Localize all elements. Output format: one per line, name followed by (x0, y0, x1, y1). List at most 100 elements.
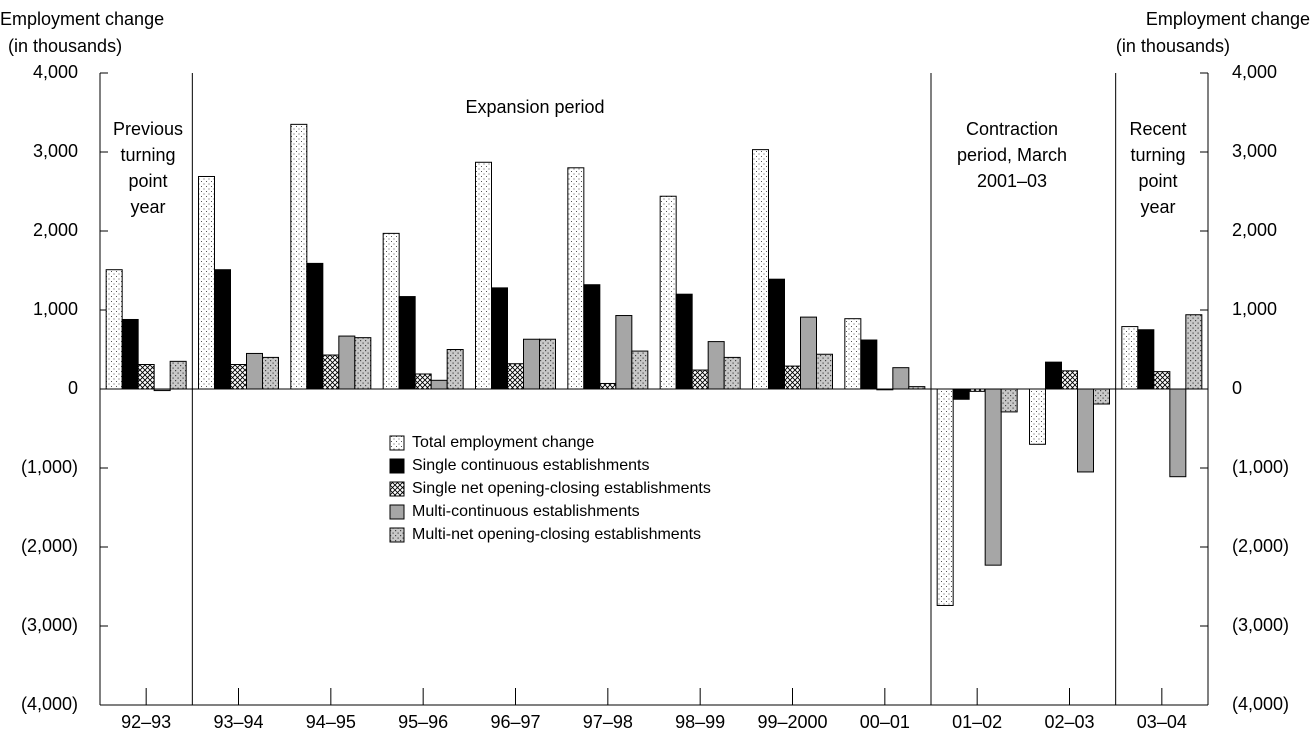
annotation: turning (1130, 145, 1185, 165)
y2-tick-label: 1,000 (1232, 299, 1277, 319)
legend-swatch (389, 504, 405, 520)
y2-tick-label: 0 (1232, 378, 1242, 398)
legend-label: Single net opening-closing establishment… (412, 480, 711, 497)
annotation: 2001–03 (977, 171, 1047, 191)
legend-swatch (389, 458, 405, 474)
y2-axis-title: (in thousands) (1116, 36, 1230, 56)
bar (322, 354, 340, 390)
legend-swatch (389, 481, 405, 497)
bar (1137, 329, 1155, 390)
bar (262, 356, 279, 390)
bar (567, 167, 585, 390)
y-axis-title: (in thousands) (8, 36, 122, 56)
legend-label: Multi-continuous establishments (412, 503, 640, 520)
annotation: period, March (957, 145, 1067, 165)
y-tick-label: (2,000) (21, 536, 78, 556)
bar (876, 388, 894, 391)
y-tick-label: (3,000) (21, 615, 78, 635)
x-tick-label: 98–99 (675, 712, 725, 732)
bar (675, 293, 693, 390)
bar (952, 388, 970, 400)
bar (338, 335, 356, 390)
annotation: Expansion period (465, 97, 604, 117)
bar (491, 287, 508, 390)
bar (1061, 370, 1078, 390)
x-tick-label: 01–02 (952, 712, 1002, 732)
bar (398, 296, 416, 390)
y2-tick-label: 3,000 (1232, 141, 1277, 161)
bar (1153, 371, 1171, 390)
legend-label: Total employment change (412, 434, 594, 451)
bar (1169, 388, 1187, 478)
y-tick-label: 2,000 (33, 220, 78, 240)
bar (752, 149, 769, 390)
annotation: turning (120, 145, 175, 165)
y2-tick-label: (3,000) (1232, 615, 1289, 635)
bar (121, 318, 139, 390)
x-tick-label: 96–97 (490, 712, 540, 732)
bar (169, 360, 187, 390)
bar (968, 388, 986, 392)
annotation: year (130, 197, 165, 217)
bar (230, 364, 247, 390)
annotation: point (128, 171, 167, 191)
x-tick-label: 99–2000 (757, 712, 827, 732)
bar (430, 379, 448, 390)
annotation: Recent (1129, 119, 1186, 139)
bar (539, 338, 556, 390)
bar (246, 352, 263, 390)
y-tick-label: 4,000 (33, 62, 78, 82)
bar (844, 318, 862, 390)
bar (691, 369, 709, 390)
y-tick-label: 1,000 (33, 299, 78, 319)
y2-tick-label: (1,000) (1232, 457, 1289, 477)
y2-tick-label: (4,000) (1232, 694, 1289, 714)
bar (306, 262, 324, 390)
bar (214, 269, 231, 390)
bar (1029, 388, 1046, 445)
bar (659, 195, 677, 390)
bar (507, 363, 524, 390)
bar (290, 123, 308, 390)
bar (707, 341, 725, 390)
bar (198, 175, 215, 390)
bar (892, 367, 910, 390)
bar (1121, 326, 1139, 390)
y-tick-label: 0 (68, 378, 78, 398)
bar (153, 388, 171, 392)
bar (475, 161, 492, 390)
x-tick-label: 93–94 (213, 712, 263, 732)
x-tick-label: 00–01 (860, 712, 910, 732)
bar (984, 388, 1002, 566)
bar (1000, 388, 1018, 413)
annotation: Previous (113, 119, 183, 139)
y2-tick-label: 4,000 (1232, 62, 1277, 82)
x-tick-label: 94–95 (306, 712, 356, 732)
bar (908, 386, 926, 390)
bar (784, 365, 801, 390)
bar (768, 278, 785, 390)
y-tick-label: (4,000) (21, 694, 78, 714)
bar (1185, 314, 1203, 390)
y-tick-label: (1,000) (21, 457, 78, 477)
x-tick-label: 03–04 (1137, 712, 1187, 732)
bar (860, 339, 878, 390)
bar (446, 349, 464, 390)
x-tick-label: 02–03 (1044, 712, 1094, 732)
legend-swatch (389, 527, 405, 543)
x-tick-label: 95–96 (398, 712, 448, 732)
bar (723, 356, 741, 390)
bar (354, 337, 372, 390)
legend-label: Multi-net opening-closing establishments (412, 526, 701, 543)
bar (631, 350, 649, 390)
bar (137, 364, 155, 390)
annotation: point (1138, 171, 1177, 191)
x-tick-label: 92–93 (121, 712, 171, 732)
annotation: year (1140, 197, 1175, 217)
bar (382, 232, 400, 390)
y2-tick-label: (2,000) (1232, 536, 1289, 556)
x-tick-label: 97–98 (583, 712, 633, 732)
y2-tick-label: 2,000 (1232, 220, 1277, 240)
y2-axis-title: Employment change (1146, 9, 1310, 29)
